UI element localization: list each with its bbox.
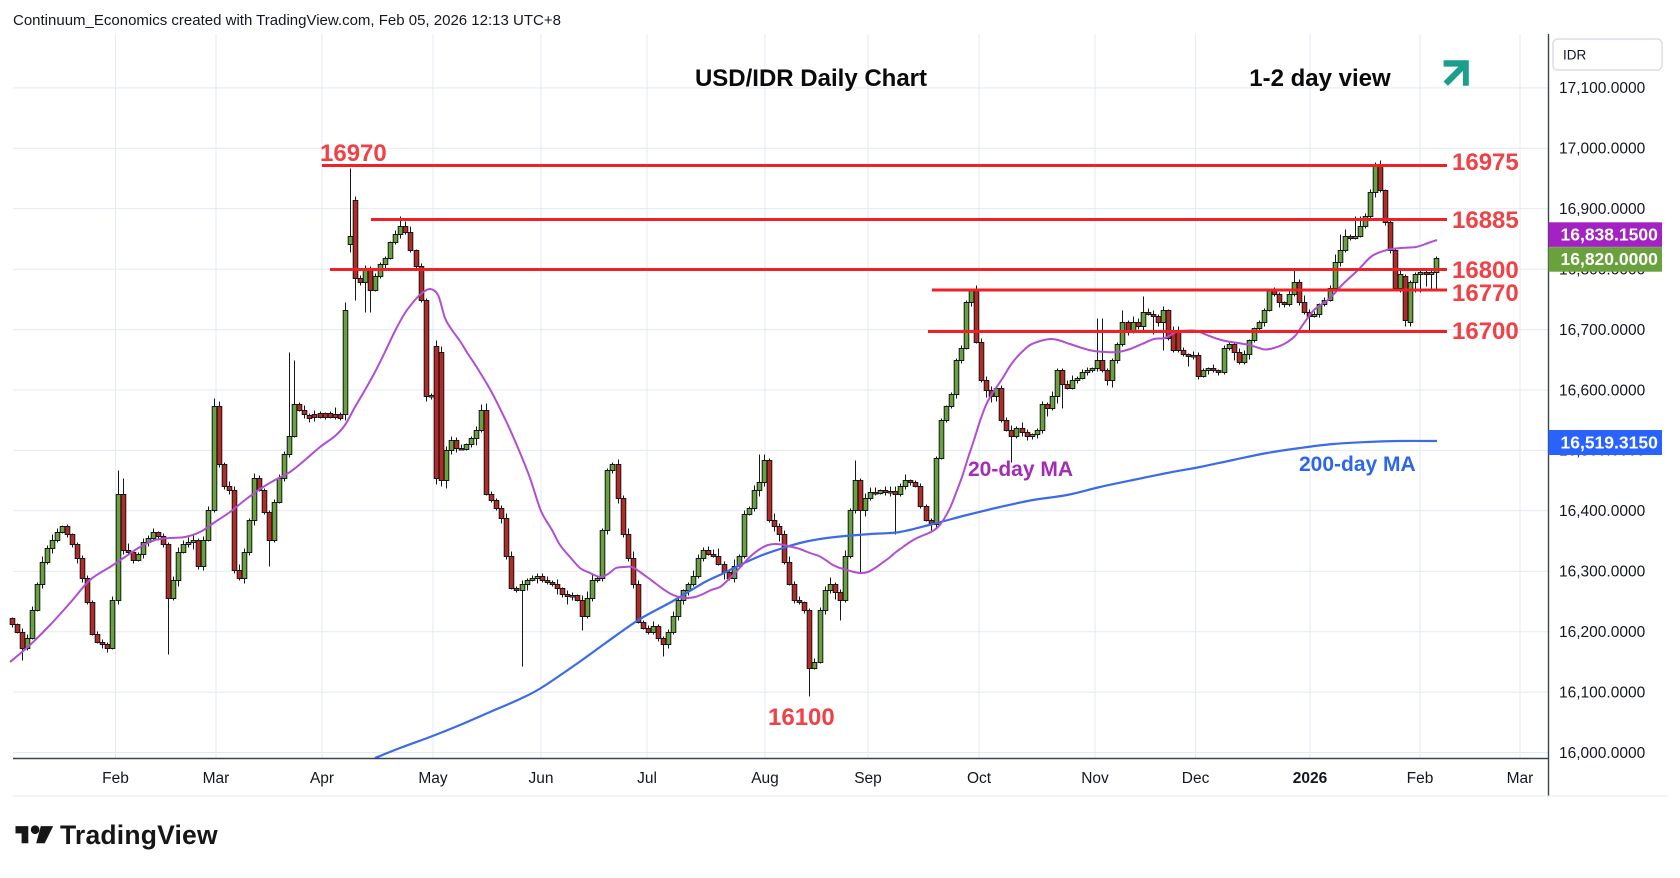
- svg-text:16,100.0000: 16,100.0000: [1559, 684, 1646, 701]
- svg-text:Jun: Jun: [529, 770, 554, 787]
- svg-text:16975: 16975: [1452, 149, 1519, 176]
- svg-text:16800: 16800: [1452, 257, 1519, 284]
- svg-text:16,000.0000: 16,000.0000: [1559, 745, 1646, 762]
- svg-text:IDR: IDR: [1563, 48, 1587, 63]
- svg-text:16,700.0000: 16,700.0000: [1559, 322, 1646, 339]
- svg-text:20-day MA: 20-day MA: [968, 458, 1073, 481]
- svg-text:17,000.0000: 17,000.0000: [1559, 141, 1646, 158]
- svg-text:17,100.0000: 17,100.0000: [1559, 80, 1646, 97]
- svg-text:Feb: Feb: [102, 770, 129, 787]
- svg-text:16,820.0000: 16,820.0000: [1561, 249, 1659, 269]
- svg-text:16,400.0000: 16,400.0000: [1559, 503, 1646, 520]
- svg-text:16100: 16100: [768, 704, 835, 731]
- svg-text:Aug: Aug: [751, 770, 779, 787]
- svg-text:Oct: Oct: [967, 770, 992, 787]
- svg-text:16,519.3150: 16,519.3150: [1561, 432, 1659, 452]
- svg-text:16770: 16770: [1452, 280, 1519, 307]
- svg-text:200-day MA: 200-day MA: [1299, 453, 1416, 476]
- svg-text:16,200.0000: 16,200.0000: [1559, 624, 1646, 641]
- svg-text:Jul: Jul: [637, 770, 657, 787]
- svg-text:Sep: Sep: [854, 770, 882, 787]
- svg-text:TradingView: TradingView: [60, 820, 218, 850]
- svg-text:USD/IDR Daily Chart: USD/IDR Daily Chart: [695, 65, 927, 92]
- svg-text:Dec: Dec: [1182, 770, 1210, 787]
- svg-text:16,300.0000: 16,300.0000: [1559, 564, 1646, 581]
- svg-text:Apr: Apr: [310, 770, 334, 787]
- svg-text:2026: 2026: [1293, 770, 1328, 787]
- svg-text:Mar: Mar: [1507, 770, 1534, 787]
- svg-text:1-2 day view: 1-2 day view: [1249, 65, 1391, 92]
- svg-text:16885: 16885: [1452, 207, 1519, 234]
- svg-text:May: May: [418, 770, 448, 787]
- svg-text:16,900.0000: 16,900.0000: [1559, 201, 1646, 218]
- svg-text:16,600.0000: 16,600.0000: [1559, 382, 1646, 399]
- svg-text:Continuum_Economics created wi: Continuum_Economics created with Trading…: [13, 12, 561, 29]
- svg-text:Feb: Feb: [1407, 770, 1434, 787]
- svg-text:16,838.1500: 16,838.1500: [1561, 224, 1659, 244]
- svg-text:Mar: Mar: [203, 770, 230, 787]
- svg-text:Nov: Nov: [1081, 770, 1109, 787]
- svg-text:16970: 16970: [320, 140, 387, 167]
- svg-text:16700: 16700: [1452, 318, 1519, 345]
